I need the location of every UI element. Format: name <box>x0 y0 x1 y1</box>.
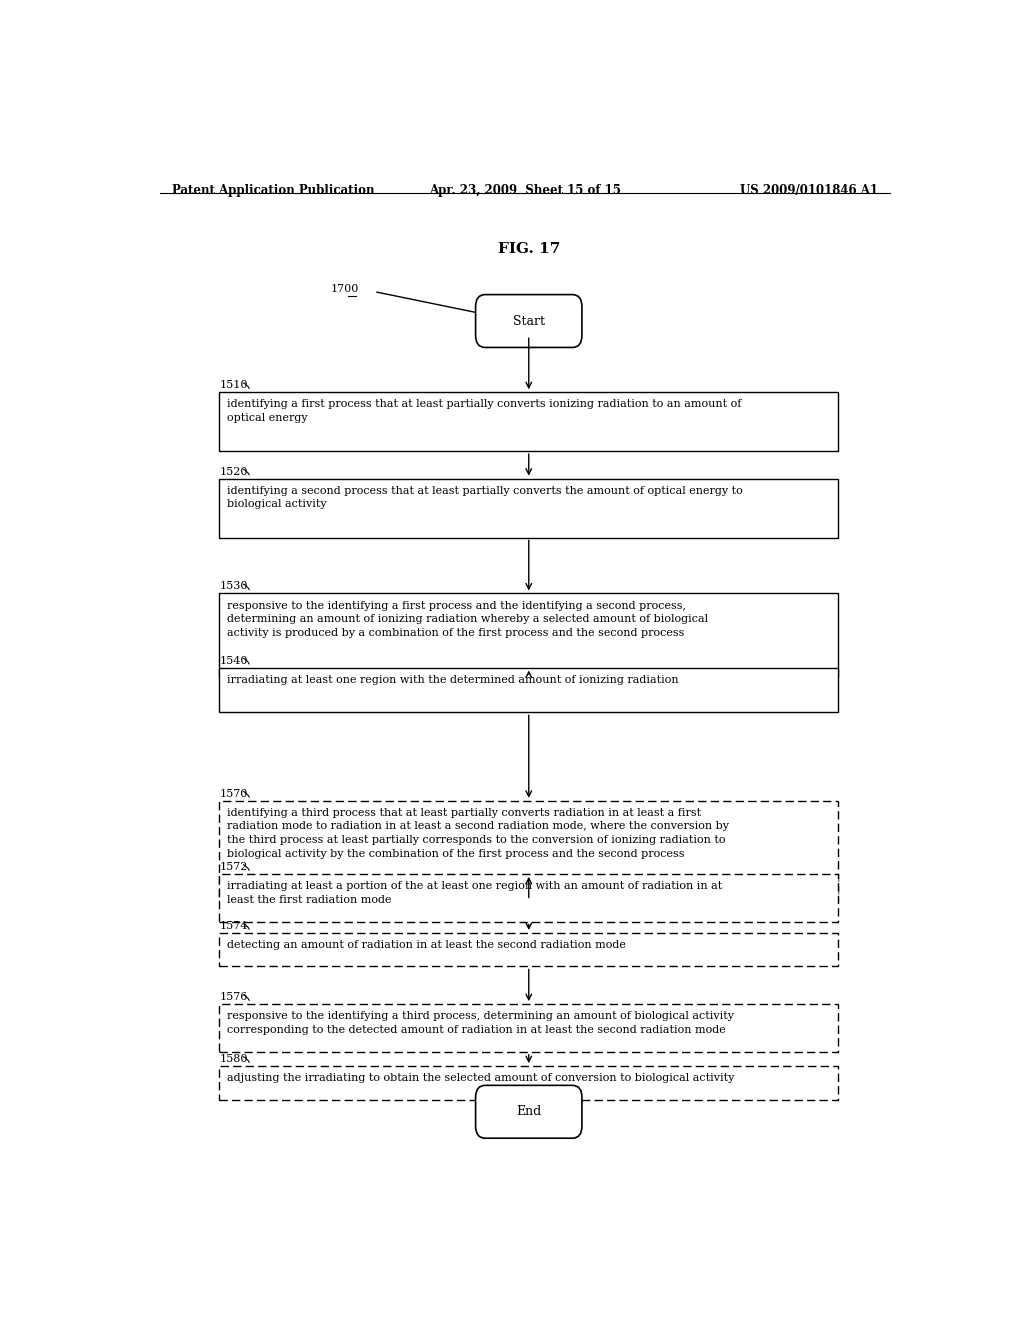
Text: 1572: 1572 <box>219 862 248 873</box>
Text: 1510: 1510 <box>219 380 248 391</box>
Text: responsive to the identifying a third process, determining an amount of biologic: responsive to the identifying a third pr… <box>227 1011 734 1035</box>
Text: identifying a third process that at least partially converts radiation in at lea: identifying a third process that at leas… <box>227 808 729 859</box>
FancyBboxPatch shape <box>219 874 839 921</box>
FancyBboxPatch shape <box>219 1005 839 1052</box>
Text: 1530: 1530 <box>219 581 248 591</box>
Text: adjusting the irradiating to obtain the selected amount of conversion to biologi: adjusting the irradiating to obtain the … <box>227 1073 734 1084</box>
FancyBboxPatch shape <box>219 392 839 451</box>
Text: Patent Application Publication: Patent Application Publication <box>172 185 374 197</box>
Text: 1580: 1580 <box>219 1053 248 1064</box>
Text: Start: Start <box>513 314 545 327</box>
FancyBboxPatch shape <box>219 933 839 966</box>
FancyBboxPatch shape <box>219 479 839 537</box>
Text: US 2009/0101846 A1: US 2009/0101846 A1 <box>740 185 878 197</box>
Text: irradiating at least a portion of the at least one region with an amount of radi: irradiating at least a portion of the at… <box>227 880 723 904</box>
Text: 1574: 1574 <box>219 921 248 931</box>
FancyBboxPatch shape <box>219 1067 839 1100</box>
Text: 1576: 1576 <box>219 993 248 1002</box>
FancyBboxPatch shape <box>475 294 582 347</box>
Text: End: End <box>516 1105 542 1118</box>
Text: 1520: 1520 <box>219 466 248 477</box>
FancyBboxPatch shape <box>475 1085 582 1138</box>
FancyBboxPatch shape <box>219 594 839 677</box>
Text: 1700: 1700 <box>331 284 358 293</box>
Text: Apr. 23, 2009  Sheet 15 of 15: Apr. 23, 2009 Sheet 15 of 15 <box>429 185 621 197</box>
Text: FIG. 17: FIG. 17 <box>498 242 560 256</box>
Text: 1540: 1540 <box>219 656 248 665</box>
Text: identifying a second process that at least partially converts the amount of opti: identifying a second process that at lea… <box>227 486 743 510</box>
Text: 1570: 1570 <box>219 789 248 799</box>
Text: irradiating at least one region with the determined amount of ionizing radiation: irradiating at least one region with the… <box>227 675 679 685</box>
Text: detecting an amount of radiation in at least the second radiation mode: detecting an amount of radiation in at l… <box>227 940 626 950</box>
FancyBboxPatch shape <box>219 801 839 900</box>
Text: identifying a first process that at least partially converts ionizing radiation : identifying a first process that at leas… <box>227 399 741 422</box>
Text: responsive to the identifying a first process and the identifying a second proce: responsive to the identifying a first pr… <box>227 601 709 638</box>
FancyBboxPatch shape <box>219 668 839 713</box>
